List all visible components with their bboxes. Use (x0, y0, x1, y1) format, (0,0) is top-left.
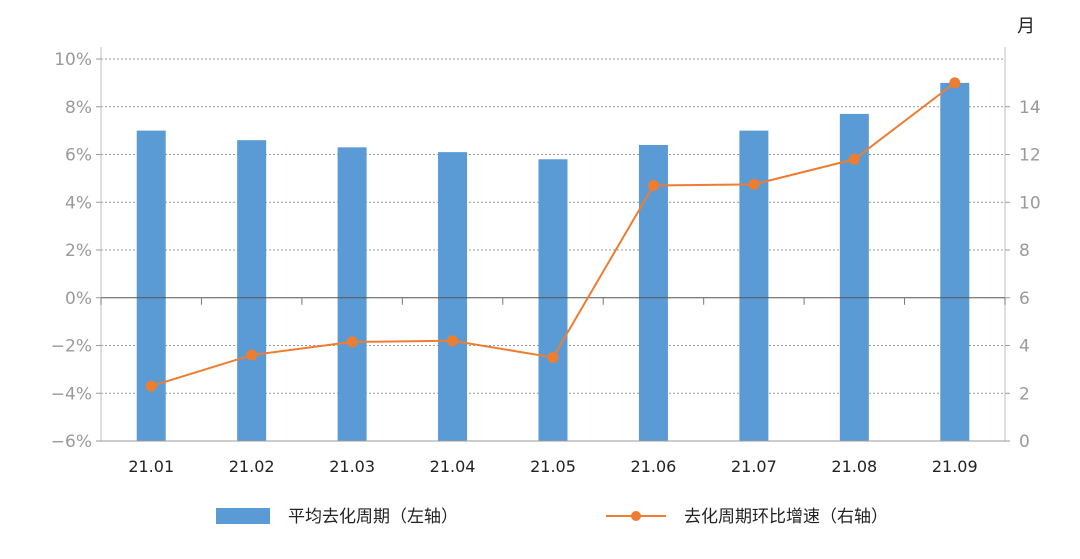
line-series (145, 77, 961, 392)
line-point (848, 153, 860, 165)
left-tick-label: 10% (54, 50, 92, 70)
legend-line-marker (631, 511, 641, 521)
x-tick-label: 21.08 (831, 457, 877, 476)
left-tick-label: −6% (51, 432, 92, 452)
right-tick-label: 4 (1019, 337, 1030, 357)
left-tick-label: −4% (51, 384, 92, 404)
axes (96, 47, 1010, 442)
x-tick-label: 21.09 (932, 457, 978, 476)
bar (538, 159, 568, 441)
right-tick-label: 12 (1019, 146, 1041, 166)
line-point (346, 336, 358, 348)
bar (638, 144, 668, 441)
right-tick-label: 10 (1019, 193, 1041, 213)
left-tick-label: 0% (65, 289, 92, 309)
bar (438, 152, 468, 442)
bar-series (136, 82, 970, 442)
right-tick-label: 2 (1019, 384, 1030, 404)
line-point (246, 349, 258, 361)
bar (136, 130, 166, 441)
bar (337, 147, 367, 441)
right-axis-unit: 月 (1017, 16, 1035, 37)
bar (940, 82, 970, 441)
left-tick-label: 4% (65, 193, 92, 213)
bar (739, 130, 769, 441)
right-tick-label: 0 (1019, 432, 1030, 452)
bar (237, 140, 267, 442)
x-tick-label: 21.04 (430, 457, 476, 476)
right-tick-label: 8 (1019, 241, 1030, 261)
left-tick-label: 8% (65, 98, 92, 118)
right-tick-label: 6 (1019, 289, 1030, 309)
legend-bar-swatch (216, 508, 270, 524)
x-tick-label: 21.03 (329, 457, 375, 476)
bar (839, 113, 869, 441)
x-tick-label: 21.05 (530, 457, 576, 476)
x-tick-label: 21.06 (631, 457, 677, 476)
right-tick-label: 14 (1019, 98, 1041, 118)
line-point (949, 77, 961, 89)
x-tick-label: 21.01 (128, 457, 174, 476)
line-point (547, 351, 559, 363)
x-tick-label: 21.02 (229, 457, 275, 476)
left-tick-label: 2% (65, 241, 92, 261)
line-point (647, 180, 659, 192)
line-point (748, 178, 760, 190)
line-point (447, 335, 459, 347)
axis-labels: −6% −4% −2% 0% 2% 4% 6% 8% 10% 0 2 4 6 8 10 12 14 21.01 21… (51, 50, 1041, 476)
left-tick-label: −2% (51, 337, 92, 357)
legend-bar-label: 平均去化周期（左轴） (288, 507, 458, 527)
left-tick-label: 6% (65, 146, 92, 166)
legend-line-label: 去化周期环比增速（右轴） (684, 507, 888, 527)
line-point (145, 380, 157, 392)
legend: 平均去化周期（左轴） 去化周期环比增速（右轴） (216, 507, 888, 527)
x-tick-label: 21.07 (731, 457, 777, 476)
